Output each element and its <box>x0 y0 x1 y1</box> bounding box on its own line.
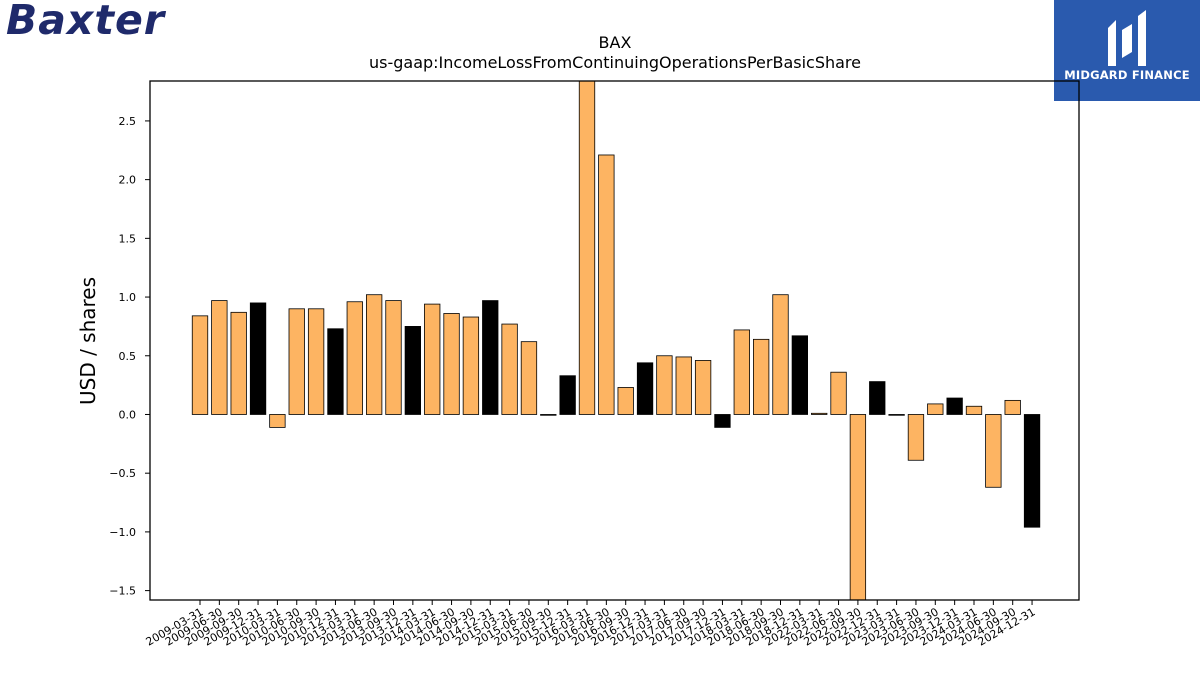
bar-2010-06-30 <box>288 308 305 415</box>
chart-subtitle: us-gaap:IncomeLossFromContinuingOperatio… <box>369 53 861 72</box>
bar-2022-09-30 <box>849 414 867 601</box>
bar-2009-12-31 <box>249 302 267 415</box>
bar-2023-03-31 <box>888 414 905 416</box>
y-ticks-layer: −1.5 −1.0 −0.5 0.0 0.5 1.0 1.5 2.0 2.5 <box>109 115 150 598</box>
bar-2015-12-31 <box>559 375 576 415</box>
bar-2017-06-30 <box>675 356 692 415</box>
bar-2022-03-31 <box>811 412 828 415</box>
bar-2013-03-31 <box>346 301 363 415</box>
bar-2017-12-31 <box>714 414 731 428</box>
bar-2015-09-30 <box>540 414 557 416</box>
y-tick-label: 1.5 <box>119 232 137 245</box>
bar-2024-03-31 <box>965 405 983 415</box>
y-tick-label: −0.5 <box>109 467 136 480</box>
bar-2015-06-30 <box>520 341 538 415</box>
bar-2024-12-31 <box>1023 414 1041 528</box>
bar-2017-09-30 <box>694 360 712 415</box>
bar-2009-09-30 <box>230 311 247 415</box>
bar-2018-09-30 <box>772 294 789 415</box>
x-ticks-layer: 2009-03-312009-06-302009-09-302009-12-31… <box>144 600 1038 649</box>
y-tick-label: 0.0 <box>119 408 137 421</box>
bar-2015-03-31 <box>501 323 518 415</box>
bars-layer <box>191 80 1041 601</box>
bar-2018-03-31 <box>733 329 750 415</box>
bar-2010-09-30 <box>307 308 325 415</box>
bar-2024-06-30 <box>985 414 1002 488</box>
bar-2018-12-31 <box>791 335 808 415</box>
bar-2009-03-31 <box>191 315 209 415</box>
y-tick-label: 2.5 <box>119 115 137 128</box>
y-tick-label: 1.0 <box>119 291 137 304</box>
partner-name: MIDGARD FINANCE <box>1064 68 1190 82</box>
bar-2016-09-30 <box>617 387 634 415</box>
bar-2024-09-30 <box>1004 399 1021 415</box>
bar-2013-09-30 <box>385 300 402 415</box>
bar-2023-06-30 <box>907 414 925 461</box>
bar-2023-09-30 <box>927 403 944 415</box>
bar-2022-12-31 <box>869 381 886 415</box>
chart-title: BAX <box>599 33 632 52</box>
bar-2018-06-30 <box>753 338 770 415</box>
bar-2014-06-30 <box>443 313 460 415</box>
partner-badge: MIDGARD FINANCE <box>1054 0 1200 101</box>
y-tick-label: −1.5 <box>109 585 136 598</box>
y-tick-label: 0.5 <box>119 350 137 363</box>
plot-frame <box>149 80 1080 601</box>
bar-2022-06-30 <box>830 371 847 415</box>
bar-2016-12-31 <box>636 362 654 415</box>
bar-2014-12-31 <box>482 300 499 415</box>
bar-2010-03-31 <box>269 414 286 428</box>
bar-2017-03-31 <box>656 355 673 415</box>
bar-2009-06-30 <box>211 300 228 415</box>
bar-2013-06-30 <box>365 294 383 415</box>
y-tick-label: −1.0 <box>109 526 136 539</box>
bar-2014-03-31 <box>424 303 441 415</box>
bar-2023-12-31 <box>946 397 963 415</box>
baxter-logo: Baxter <box>6 0 165 44</box>
y-axis-label: USD / shares <box>76 277 100 405</box>
y-tick-label: 2.0 <box>119 174 137 187</box>
midgard-logo-icon <box>1108 10 1146 66</box>
bar-2016-06-30 <box>598 154 615 415</box>
bar-2010-12-31 <box>327 328 344 415</box>
bar-2013-12-31 <box>404 326 422 415</box>
bar-2016-03-31 <box>578 80 596 415</box>
bar-2014-09-30 <box>462 316 480 415</box>
